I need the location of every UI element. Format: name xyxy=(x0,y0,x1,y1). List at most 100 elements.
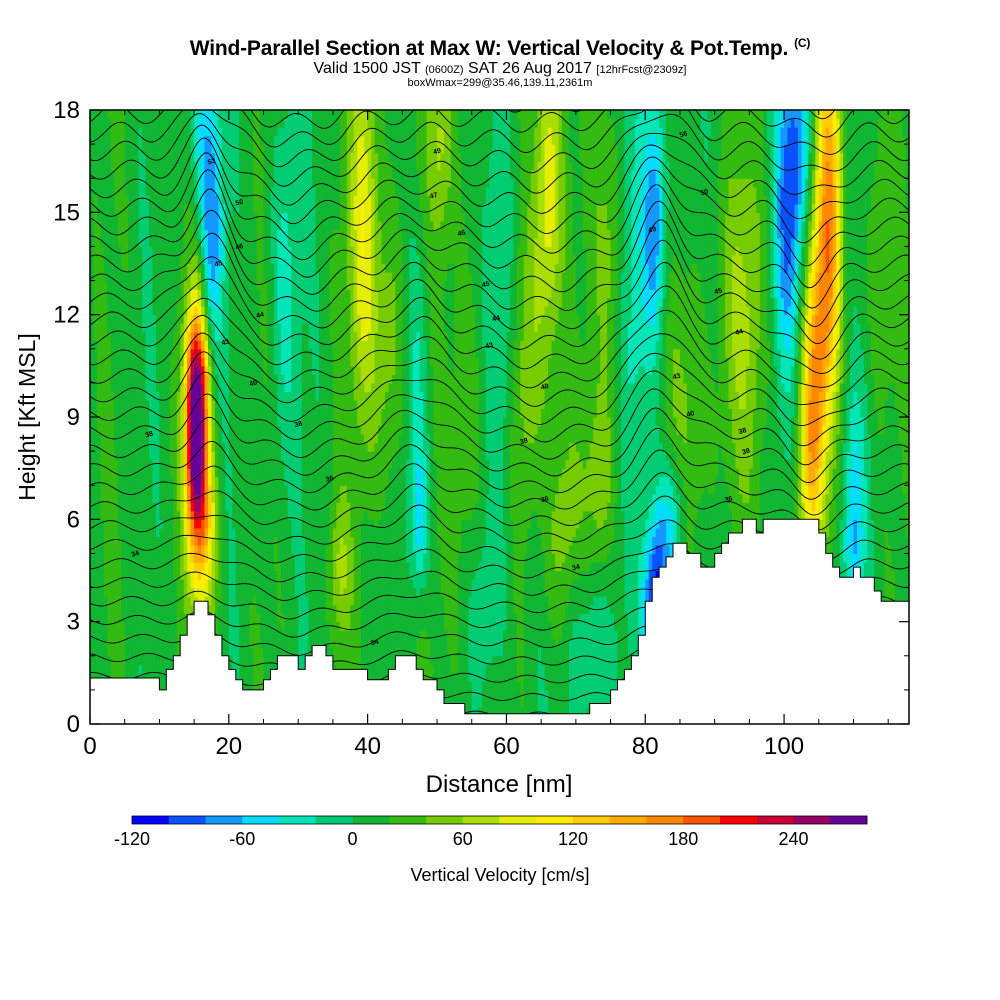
velocity-cell xyxy=(360,203,365,265)
velocity-cell xyxy=(197,118,202,154)
velocity-cell xyxy=(371,519,376,724)
velocity-cell xyxy=(218,272,223,341)
velocity-cell xyxy=(239,110,244,724)
velocity-cell xyxy=(707,348,712,495)
velocity-cell xyxy=(117,536,122,724)
velocity-cell xyxy=(784,391,789,461)
velocity-cell xyxy=(659,357,664,444)
velocity-cell xyxy=(364,110,369,154)
velocity-cell xyxy=(648,527,653,555)
velocity-cell xyxy=(183,280,188,316)
velocity-cell xyxy=(582,348,587,469)
velocity-cell xyxy=(336,229,341,503)
velocity-cell xyxy=(832,323,837,358)
velocity-cell xyxy=(655,527,660,546)
velocity-cell xyxy=(343,485,348,546)
velocity-cell xyxy=(544,689,549,724)
velocity-cell xyxy=(572,442,577,537)
velocity-cell xyxy=(103,110,108,282)
x-tick-label: 60 xyxy=(493,733,520,760)
velocity-cell xyxy=(367,391,372,452)
velocity-cell xyxy=(596,527,601,563)
velocity-cell xyxy=(575,314,580,452)
velocity-cell xyxy=(888,382,893,546)
velocity-cell xyxy=(471,306,476,512)
velocity-cell xyxy=(353,399,358,724)
velocity-cell xyxy=(437,229,442,546)
velocity-cell xyxy=(169,476,174,724)
velocity-cell xyxy=(194,254,199,273)
velocity-cell xyxy=(277,323,282,427)
velocity-cell xyxy=(551,340,556,512)
velocity-cell xyxy=(433,110,438,230)
velocity-cell xyxy=(142,110,147,154)
velocity-cell xyxy=(121,110,126,273)
contour-label: 40 xyxy=(249,379,258,388)
velocity-cell xyxy=(589,604,594,708)
velocity-cell xyxy=(443,110,449,205)
velocity-cell xyxy=(187,391,192,469)
y-tick-label: 15 xyxy=(53,199,80,226)
velocity-cell xyxy=(190,587,195,606)
velocity-cell xyxy=(454,110,459,674)
velocity-cell xyxy=(211,280,216,307)
velocity-cell xyxy=(482,681,487,724)
velocity-cell xyxy=(863,476,868,563)
velocity-cell xyxy=(426,434,431,572)
velocity-cell xyxy=(797,331,803,384)
velocity-cell xyxy=(846,553,851,589)
velocity-cell xyxy=(818,272,823,393)
velocity-cell xyxy=(350,110,355,154)
velocity-cell xyxy=(461,212,466,520)
velocity-cell xyxy=(305,110,310,324)
theta-contour-line xyxy=(90,285,909,374)
velocity-cell xyxy=(659,110,664,128)
velocity-cell xyxy=(686,272,691,682)
velocity-cell xyxy=(839,314,844,384)
velocity-cell xyxy=(863,110,868,384)
velocity-cell xyxy=(232,527,237,708)
velocity-cell xyxy=(204,365,209,375)
velocity-cell xyxy=(384,144,390,273)
velocity-cell xyxy=(207,485,213,529)
velocity-cell xyxy=(544,246,549,307)
velocity-cell xyxy=(804,263,809,290)
velocity-cell xyxy=(742,408,747,503)
contour-label: 43 xyxy=(221,339,230,348)
velocity-cell xyxy=(204,331,209,341)
velocity-cell xyxy=(190,212,195,256)
velocity-cell xyxy=(343,630,348,700)
velocity-cell xyxy=(804,237,809,265)
velocity-cell xyxy=(232,110,237,205)
velocity-cell xyxy=(343,587,348,631)
velocity-cell xyxy=(468,681,473,724)
velocity-cell xyxy=(204,544,209,563)
velocity-cell xyxy=(388,161,393,273)
velocity-cell xyxy=(180,110,185,256)
velocity-cell xyxy=(218,493,223,606)
velocity-cell xyxy=(808,297,813,324)
velocity-cell xyxy=(214,306,220,341)
velocity-cell xyxy=(520,110,525,341)
velocity-cell xyxy=(482,544,487,682)
velocity-cell xyxy=(194,570,199,589)
contour-label: 36 xyxy=(325,475,334,484)
velocity-cell xyxy=(537,110,542,162)
velocity-cell xyxy=(832,425,837,469)
velocity-cell xyxy=(450,374,455,674)
velocity-cell xyxy=(194,587,199,597)
contour-label: 43 xyxy=(672,373,681,382)
velocity-cell xyxy=(669,272,674,444)
velocity-cell xyxy=(350,152,355,248)
velocity-cell xyxy=(426,289,431,435)
velocity-cell xyxy=(367,195,372,333)
velocity-cell xyxy=(902,493,907,700)
velocity-cell xyxy=(471,510,476,580)
theta-contour-line xyxy=(90,152,909,244)
velocity-cell xyxy=(607,502,612,555)
velocity-cell xyxy=(652,553,657,580)
velocity-cell xyxy=(561,561,567,623)
velocity-cell xyxy=(457,152,462,555)
velocity-cell xyxy=(516,681,521,724)
velocity-cell xyxy=(607,417,612,503)
